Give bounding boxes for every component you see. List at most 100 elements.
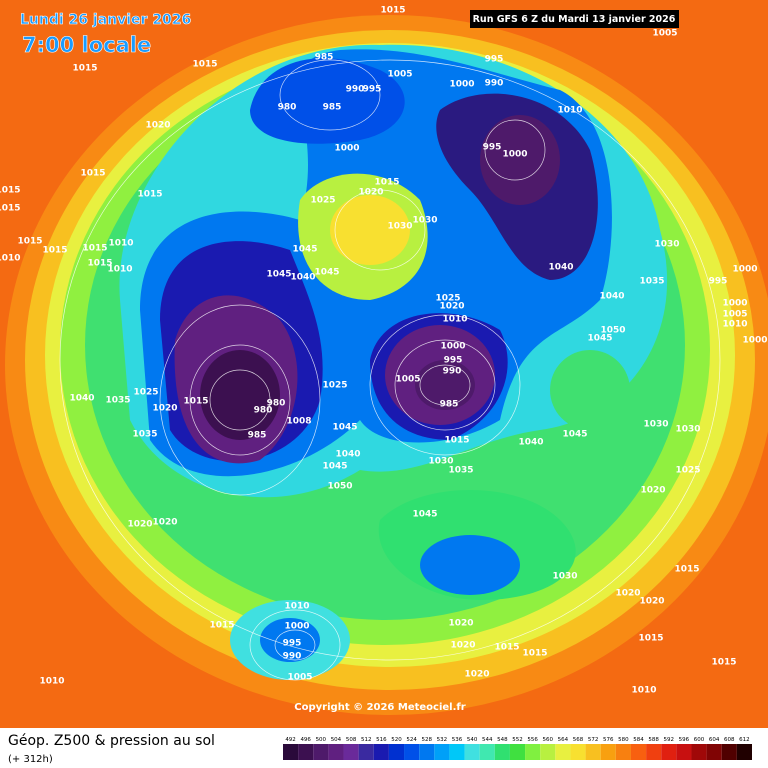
isobar-label: 1000	[449, 80, 474, 90]
legend-label: 552	[512, 737, 523, 743]
isobar-label: 1045	[314, 268, 339, 278]
isobar-label: 1010	[284, 602, 309, 612]
isobar-label: 1000	[502, 150, 527, 160]
legend-swatch	[283, 744, 299, 760]
isobar-label: 1040	[518, 438, 543, 448]
legend-swatch	[388, 744, 405, 760]
isobar-label: 1000	[334, 144, 359, 154]
legend-label: 588	[648, 737, 659, 743]
isobar-label: 1025	[310, 196, 335, 206]
legend-label: 512	[361, 737, 372, 743]
isobar-label: 1035	[132, 430, 157, 440]
legend-swatch	[570, 744, 586, 760]
legend-swatch	[419, 744, 435, 760]
isobar-label: 1010	[107, 265, 132, 275]
isobar-label: 1005	[287, 673, 312, 683]
isobar-label: 995	[283, 639, 302, 649]
legend-swatch	[646, 744, 662, 760]
isobar-label: 1020	[640, 486, 665, 496]
isobar-label: 985	[440, 400, 459, 410]
legend-label: 580	[618, 737, 629, 743]
legend-label: 548	[497, 737, 508, 743]
isobar-label: 1015	[0, 204, 21, 214]
legend-swatch	[630, 744, 647, 760]
isobar-label: 980	[267, 399, 286, 409]
isobar-label: 1000	[732, 265, 757, 275]
legend-label: 520	[391, 737, 402, 743]
isobar-label: 1015	[183, 397, 208, 407]
isobar-label: 1008	[286, 417, 311, 427]
legend-swatch	[298, 744, 314, 760]
legend-swatch	[525, 744, 541, 760]
isobar-label: 1005	[387, 70, 412, 80]
isobar-label: 1040	[599, 292, 624, 302]
legend-label: 564	[558, 737, 569, 743]
map-date: Lundi 26 janvier 2026	[20, 12, 191, 28]
isobar-label: 980	[278, 103, 297, 113]
isobar-label: 1020	[450, 641, 475, 651]
isobar-label: 1040	[548, 263, 573, 273]
isobar-label: 1040	[69, 394, 94, 404]
isobar-label: 1015	[674, 565, 699, 575]
footer-lead: (+ 312h)	[8, 754, 53, 765]
legend-label: 504	[331, 737, 342, 743]
isobar-label: 1010	[39, 677, 64, 687]
legend-label: 492	[285, 737, 296, 743]
legend-swatch	[540, 744, 556, 760]
isobar-label: 1015	[87, 259, 112, 269]
isobar-label: 1025	[133, 388, 158, 398]
isobar-label: 1015	[494, 643, 519, 653]
isobar-label: 995	[363, 85, 382, 95]
copyright: Copyright © 2026 Meteociel.fr	[294, 702, 465, 713]
isobar-label: 1005	[652, 29, 677, 39]
isobar-label: 1045	[562, 430, 587, 440]
isobar-label: 990	[346, 85, 365, 95]
legend-swatch	[600, 744, 616, 760]
isobar-label: 1015	[82, 244, 107, 254]
legend-label: 592	[664, 737, 675, 743]
isobar-label: 995	[709, 277, 728, 287]
isobar-label: 1045	[266, 270, 291, 280]
isobar-label: 1000	[284, 622, 309, 632]
isobar-label: 1010	[557, 106, 582, 116]
isobar-label: 1010	[442, 315, 467, 325]
legend-swatch	[736, 744, 752, 760]
legend-label: 496	[300, 737, 311, 743]
isobar-label: 1005	[395, 375, 420, 385]
isobar-label: 1030	[552, 572, 577, 582]
isobar-label: 1030	[387, 222, 412, 232]
legend-label: 608	[724, 737, 735, 743]
isobar-label: 995	[483, 143, 502, 153]
isobar-label: 1020	[358, 188, 383, 198]
isobar-label: 1030	[643, 420, 668, 430]
legend-label: 508	[346, 737, 357, 743]
isobar-label: 1045	[322, 462, 347, 472]
legend-swatch	[313, 744, 329, 760]
isobar-label: 1045	[292, 245, 317, 255]
legend-label: 604	[709, 737, 720, 743]
isobar-label: 1020	[448, 619, 473, 629]
isobar-label: 1000	[742, 336, 767, 346]
isobar-label: 1015	[192, 60, 217, 70]
legend-swatch	[449, 744, 465, 760]
legend-swatch	[676, 744, 692, 760]
legend-swatch	[404, 744, 420, 760]
isobar-label: 990	[443, 367, 462, 377]
legend-label: 572	[588, 737, 599, 743]
isobar-label: 1015	[638, 634, 663, 644]
legend-label: 528	[421, 737, 432, 743]
color-legend: 492 496 500 504 508 512 516 520 524 528 532 536 540 5…	[283, 737, 752, 760]
isobar-label: 1000	[722, 299, 747, 309]
isobar-label: 1020	[439, 302, 464, 312]
isobar-label: 980	[254, 406, 273, 416]
isobar-label: 1035	[448, 466, 473, 476]
isobar-label: 1045	[587, 334, 612, 344]
isobar-label: 1015	[374, 178, 399, 188]
isobar-label: 1020	[127, 520, 152, 530]
isobar-label: 1015	[711, 658, 736, 668]
legend-swatch	[494, 744, 510, 760]
legend-swatch	[691, 744, 707, 760]
isobar-label: 1010	[722, 320, 747, 330]
legend-swatch	[434, 744, 450, 760]
